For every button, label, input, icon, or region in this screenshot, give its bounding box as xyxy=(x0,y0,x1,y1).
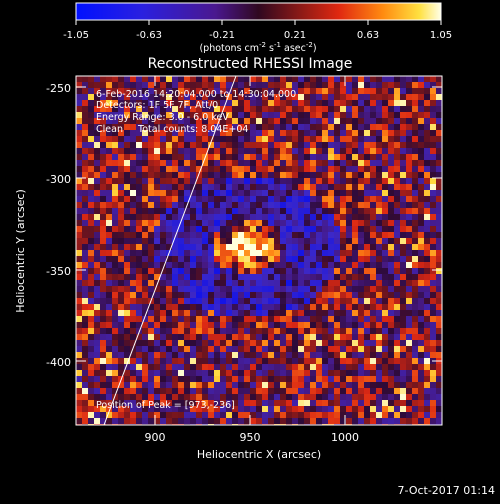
y-tick-label: -350 xyxy=(46,265,71,278)
annotation-detectors: Detectors: 1F 5F 7F, Att/0 xyxy=(96,100,218,111)
x-tick-label: 1000 xyxy=(331,431,359,444)
annotation-energy-range: Energy Range: 3.0 - 6.0 keV xyxy=(96,112,229,123)
solar-limb-line xyxy=(103,76,237,425)
annotation-counts: Clean Total counts: 8.04E+04 xyxy=(96,124,248,135)
y-tick-label: -400 xyxy=(46,356,71,369)
plot-frame xyxy=(75,75,443,426)
colorbar-tick-label: -1.05 xyxy=(63,30,89,41)
x-tick-label: 900 xyxy=(145,431,166,444)
y-axis-label: Heliocentric Y (arcsec) xyxy=(14,189,27,313)
plot-annotations: 6-Feb-2016 14:20:04.000 to 14:30:04.000 … xyxy=(96,89,296,411)
rhessi-image-pixels xyxy=(76,76,442,425)
y-axis xyxy=(76,86,442,362)
colorbar-tick-label: -0.21 xyxy=(209,30,235,41)
annotation-time-range: 6-Feb-2016 14:20:04.000 to 14:30:04.000 xyxy=(96,89,296,100)
colorbar-tick-label: 1.05 xyxy=(430,30,452,41)
y-tick-label: -300 xyxy=(46,173,71,186)
colorbar-units: (photons cm-2 s-1 asec-2) xyxy=(199,41,316,54)
colorbar-tick-label: 0.63 xyxy=(357,30,379,41)
colorbar-gradient xyxy=(75,2,442,21)
plot-title: Reconstructed RHESSI Image xyxy=(148,56,353,72)
x-axis xyxy=(154,76,346,425)
colorbar-tick-marks xyxy=(75,20,442,25)
colorbar-tick-label: 0.21 xyxy=(284,30,306,41)
annotation-peak-position: Position of Peak = [973,-236] xyxy=(96,400,235,411)
image-area xyxy=(76,76,442,425)
render-timestamp: 7-Oct-2017 01:14 xyxy=(398,484,495,497)
x-axis-label: Heliocentric X (arcsec) xyxy=(197,448,321,461)
x-tick-label: 950 xyxy=(240,431,261,444)
colorbar: -1.05 -0.63 -0.21 0.21 0.63 1.05 (photon… xyxy=(63,2,452,54)
y-tick-label: -250 xyxy=(46,82,71,95)
colorbar-tick-label: -0.63 xyxy=(136,30,162,41)
